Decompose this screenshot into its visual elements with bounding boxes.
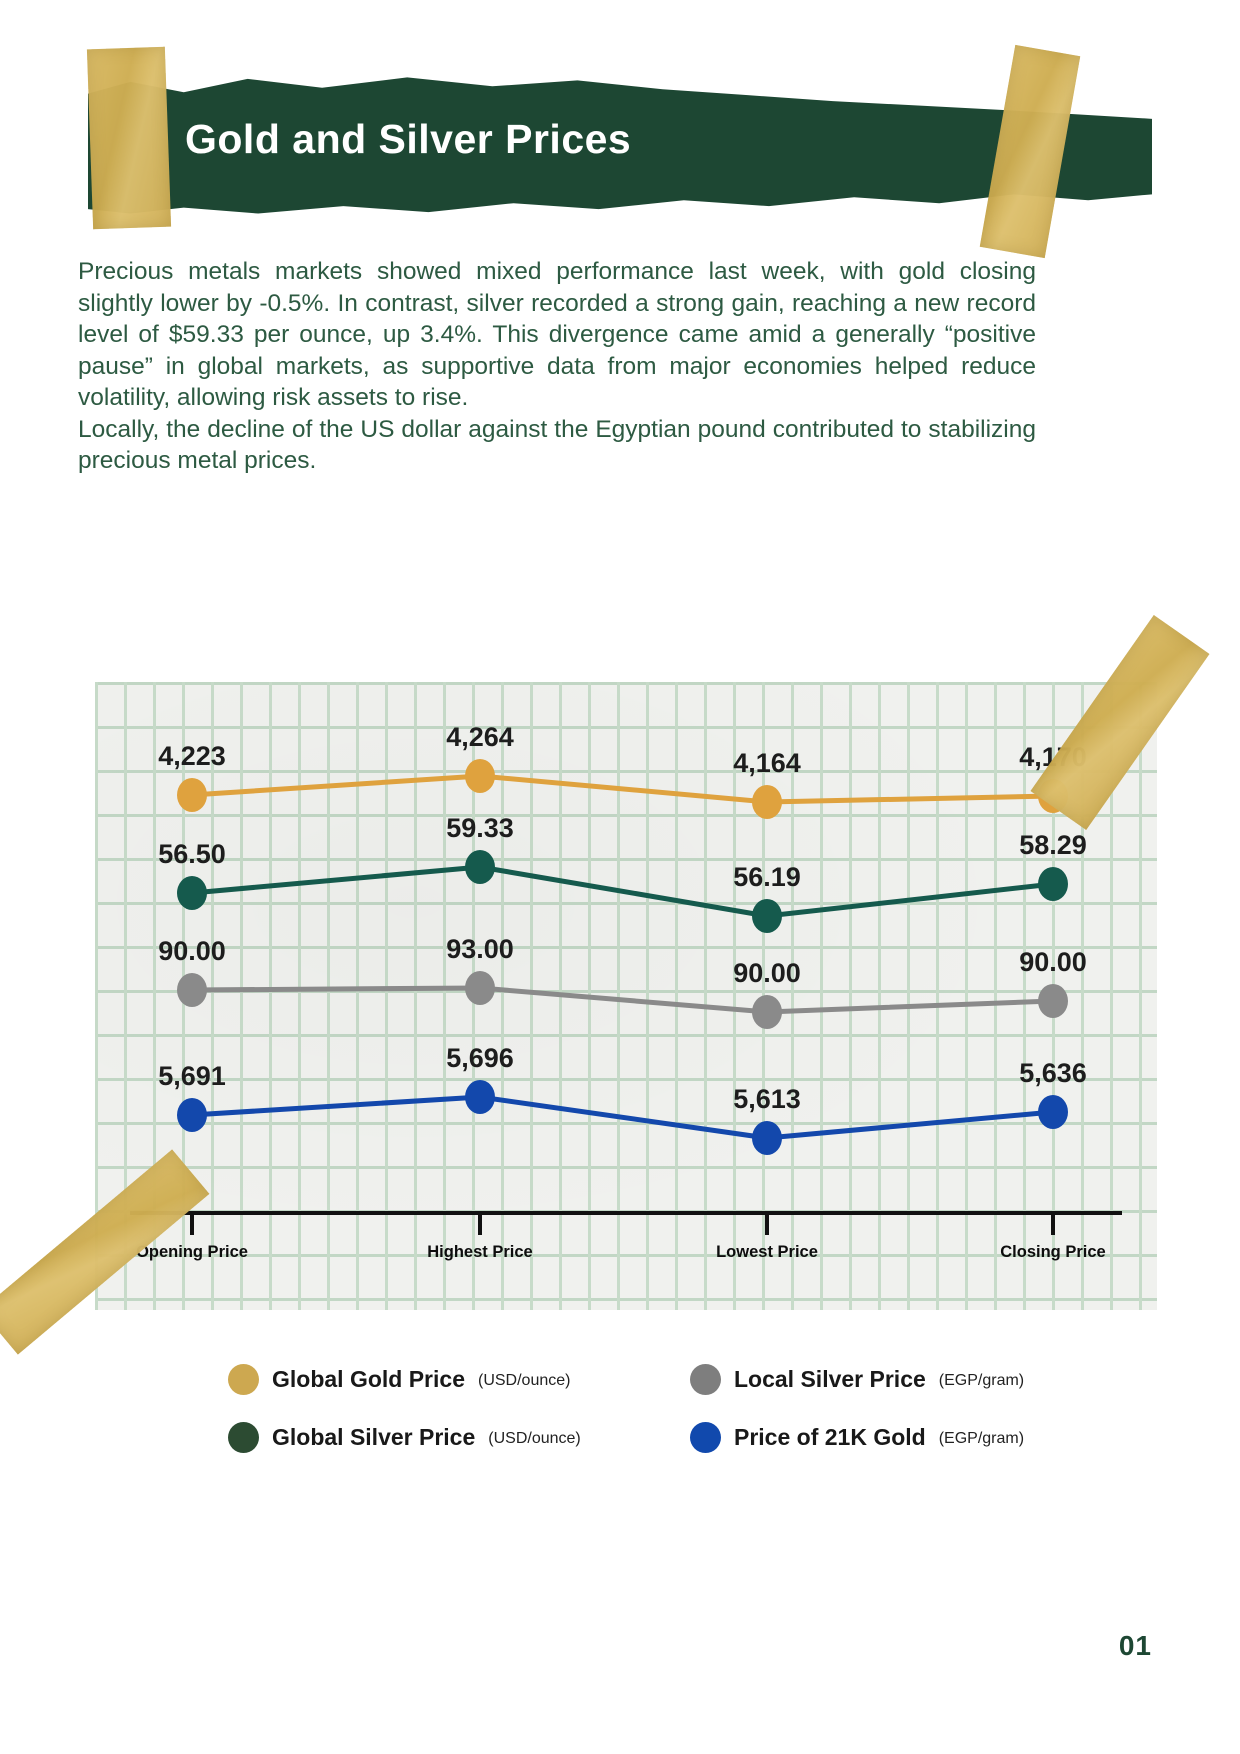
data-point (1038, 984, 1068, 1018)
intro-text: Precious metals markets showed mixed per… (78, 256, 1036, 477)
tape-banner-left-icon (86, 46, 172, 230)
chart-line (189, 773, 1056, 805)
legend-dot-icon (690, 1421, 721, 1453)
intro-paragraph-2: Locally, the decline of the US dollar ag… (78, 415, 1036, 475)
legend-item: Global Gold Price (USD/ounce) (228, 1362, 570, 1396)
data-point (465, 759, 495, 793)
data-point (1038, 867, 1068, 901)
legend-label: Price of 21K Gold (734, 1423, 926, 1450)
data-point (177, 1098, 207, 1132)
data-point (752, 1121, 782, 1155)
page-title: Gold and Silver Prices (185, 115, 632, 162)
legend-dot-icon (228, 1363, 259, 1395)
legend-unit: (USD/ounce) (477, 1371, 571, 1389)
data-label: 4,164 (733, 748, 801, 778)
axis-label: Closing Price (1000, 1243, 1105, 1261)
data-point (465, 971, 495, 1005)
data-point (752, 899, 782, 933)
data-point (177, 973, 207, 1007)
legend-item: Local Silver Price (EGP/gram) (690, 1362, 1024, 1396)
legend-unit: (USD/ounce) (488, 1429, 581, 1447)
data-point (1038, 1095, 1068, 1129)
data-label: 59.33 (446, 813, 514, 843)
data-point (752, 995, 782, 1029)
page-number: 01 (1118, 1630, 1152, 1661)
data-label: 58.29 (1019, 830, 1087, 860)
data-label: 56.19 (733, 862, 801, 892)
intro-paragraph-1: Precious metals markets showed mixed per… (78, 258, 1036, 411)
data-label: 5,691 (158, 1061, 226, 1091)
legend-unit: (EGP/gram) (938, 1371, 1025, 1389)
data-point (177, 778, 207, 812)
data-label: 5,636 (1019, 1058, 1087, 1088)
data-point (465, 1080, 495, 1114)
legend-item: Global Silver Price (USD/ounce) (228, 1420, 581, 1454)
data-label: 5,696 (446, 1043, 514, 1073)
chart-line (189, 985, 1056, 1015)
chart-svg: 4,2234,2644,1644,17056.5059.3356.1958.29… (130, 722, 1122, 1261)
data-point (177, 876, 207, 910)
chart-line (189, 864, 1056, 919)
legend-unit: (EGP/gram) (938, 1429, 1025, 1447)
data-label: 4,223 (158, 741, 226, 771)
data-point (752, 785, 782, 819)
data-point (465, 850, 495, 884)
data-label: 56.50 (158, 839, 226, 869)
data-label: 90.00 (1019, 947, 1087, 977)
legend-label: Global Silver Price (272, 1423, 476, 1450)
axis-label: Lowest Price (716, 1243, 818, 1261)
data-label: 93.00 (446, 934, 514, 964)
chart-paper (95, 682, 1157, 1310)
chart-line (189, 1094, 1056, 1141)
legend-dot-icon (228, 1421, 259, 1453)
axis-label: Highest Price (427, 1243, 532, 1261)
legend-item: Price of 21K Gold (EGP/gram) (690, 1420, 1024, 1454)
data-label: 90.00 (733, 958, 801, 988)
data-label: 90.00 (158, 936, 226, 966)
axis-label: Opening Price (136, 1243, 248, 1261)
legend-label: Local Silver Price (734, 1365, 926, 1392)
legend-dot-icon (690, 1363, 721, 1395)
data-label: 5,613 (733, 1084, 801, 1114)
legend-label: Global Gold Price (272, 1365, 465, 1392)
data-label: 4,264 (446, 722, 514, 752)
